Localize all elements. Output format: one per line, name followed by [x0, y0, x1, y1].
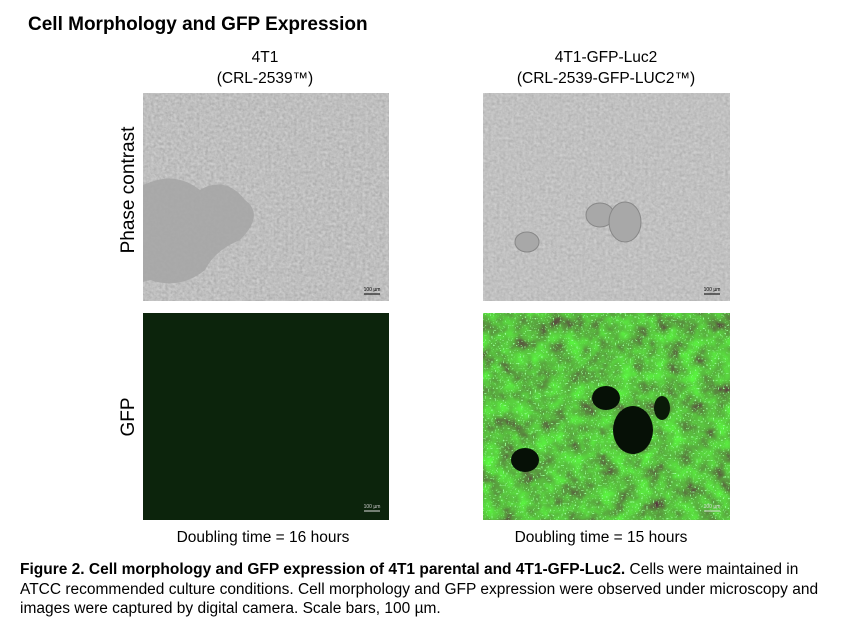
doubling-time: Doubling time = 16 hours [177, 529, 350, 546]
row-label: GFP [118, 397, 139, 436]
caption-label: Figure 2. Cell morphology and GFP expres… [20, 561, 626, 578]
caption-text: Cells were maintained in ATCC recommende… [20, 561, 819, 617]
figure: Cell Morphology and GFP Expression 4T1 (… [28, 14, 730, 546]
scale-bar-label: 100 µm [704, 504, 721, 510]
column-title: 4T1-GFP-Luc2 [555, 49, 658, 66]
column-catalog: (CRL-2539-GFP-LUC2™) [517, 70, 695, 87]
doubling-time: Doubling time = 15 hours [515, 529, 688, 546]
column-title: 4T1 [252, 49, 279, 66]
phase-image: 100 µm [483, 93, 730, 301]
phase-image: 100 µm [143, 93, 389, 301]
row-label: Phase contrast [118, 126, 139, 253]
figure-title: Cell Morphology and GFP Expression [28, 14, 368, 35]
column-catalog: (CRL-2539™) [217, 70, 313, 87]
caption: Figure 2. Cell morphology and GFP expres… [20, 560, 835, 619]
scale-bar-label: 100 µm [364, 287, 381, 293]
scale-bar-label: 100 µm [364, 504, 381, 510]
gfp-image: 100 µm [143, 313, 389, 520]
scale-bar-label: 100 µm [704, 287, 721, 293]
gfp-image: 100 µm [483, 313, 730, 520]
